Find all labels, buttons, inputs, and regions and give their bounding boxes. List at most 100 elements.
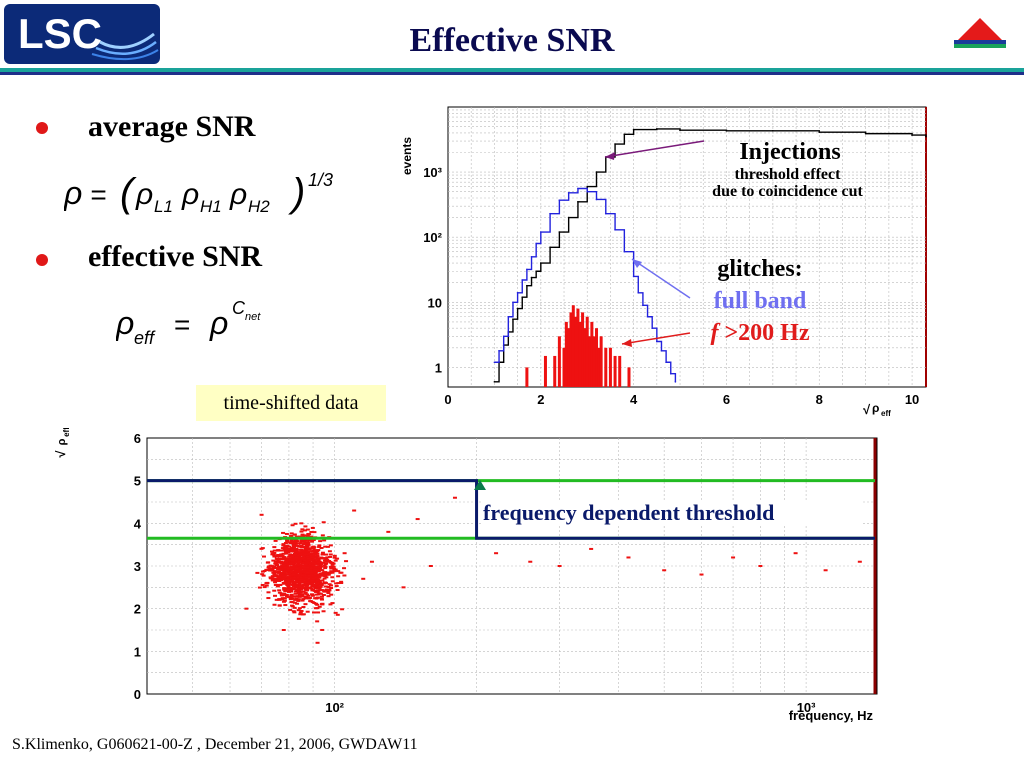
glitch-point: [300, 595, 305, 598]
glitch-point: [290, 524, 295, 527]
glitch-point: [320, 628, 325, 631]
glitch-point: [286, 567, 291, 570]
glitch-point: [325, 556, 330, 559]
glitch-point: [315, 607, 320, 610]
glitch-point: [329, 586, 334, 589]
y-tick-label: 0: [134, 687, 141, 702]
glitch-point: [298, 556, 303, 559]
glitch-point: [306, 594, 311, 597]
glitch-point: [270, 550, 275, 553]
glitch-point: [313, 556, 318, 559]
glitch-point: [289, 570, 294, 573]
series-point: [646, 315, 649, 318]
glitch-point: [401, 586, 406, 589]
svg-text:C: C: [232, 298, 246, 318]
glitch-point: [452, 496, 457, 499]
glitch-point: [266, 597, 271, 600]
series-point: [586, 190, 589, 193]
glitch-point: [328, 553, 333, 556]
glitch-point: [316, 566, 321, 569]
glitch-point: [319, 547, 324, 550]
glitch-point: [281, 543, 286, 546]
glitch-point: [276, 579, 281, 582]
glitch-point: [307, 596, 312, 599]
glitch-point: [284, 547, 289, 550]
glitch-point: [310, 593, 315, 596]
glitch-bar-f200: [567, 328, 571, 387]
f200-arrowhead: [622, 339, 632, 347]
glitch-point: [264, 584, 269, 587]
glitch-point: [314, 576, 319, 579]
glitch-point: [284, 532, 289, 535]
glitch-point: [296, 542, 301, 545]
series-point: [540, 262, 542, 264]
glitch-point: [304, 589, 309, 592]
glitch-point: [310, 556, 315, 559]
glitch-point: [291, 544, 296, 547]
glitch-point: [295, 559, 300, 562]
glitch-point: [308, 563, 313, 566]
glitch-point: [303, 562, 308, 565]
glitch-point: [285, 540, 290, 543]
glitch-point: [322, 564, 327, 567]
glitch-point: [302, 543, 307, 546]
glitch-point: [292, 564, 297, 567]
glitch-bar-f200: [583, 328, 587, 387]
series-point: [535, 242, 537, 245]
footer-citation: S.Klimenko, G060621-00-Z , December 21, …: [12, 736, 418, 753]
glitch-point: [319, 589, 324, 592]
glitch-point: [293, 592, 298, 595]
glitch-point: [731, 556, 736, 559]
glitch-point: [297, 553, 302, 556]
glitch-point: [262, 586, 267, 589]
glitch-point: [260, 547, 265, 550]
glitch-point: [313, 568, 318, 571]
glitch-point: [290, 579, 295, 582]
glitch-point: [290, 555, 295, 558]
glitch-point: [334, 585, 339, 588]
x-tick-label: 10: [905, 392, 919, 407]
glitch-point: [320, 551, 325, 554]
glitch-point: [320, 553, 325, 556]
glitch-point: [282, 588, 287, 591]
glitch-point: [324, 588, 329, 591]
glitch-point: [278, 573, 283, 576]
glitch-point: [307, 533, 312, 536]
glitch-point: [296, 590, 301, 593]
glitch-point: [319, 572, 324, 575]
glitch-point: [281, 567, 286, 570]
glitch-point: [282, 582, 287, 585]
glitch-point: [292, 601, 297, 604]
full-band-series: [494, 187, 677, 382]
glitch-point: [281, 593, 286, 596]
glitch-point: [273, 567, 278, 570]
series-point: [642, 304, 644, 307]
glitch-point: [316, 563, 321, 566]
series-point: [632, 128, 635, 131]
glitch-point: [319, 565, 324, 568]
glitch-point: [303, 559, 308, 562]
glitch-point: [284, 564, 289, 567]
glitch-point: [299, 530, 304, 533]
glitch-point: [309, 571, 314, 574]
glitch-point: [292, 606, 297, 609]
glitch-point: [321, 573, 326, 576]
glitch-point: [306, 559, 311, 562]
svg-text:eff: eff: [134, 328, 156, 348]
series-point: [526, 268, 528, 271]
svg-text:L1: L1: [154, 197, 173, 216]
glitch-point: [305, 547, 310, 550]
glitch-point: [274, 598, 279, 601]
glitch-point: [272, 549, 277, 552]
glitch-point: [274, 584, 279, 587]
glitch-point: [315, 641, 320, 644]
glitch-bar-f200: [578, 321, 582, 387]
series-point: [651, 327, 653, 330]
svg-text:ρ: ρ: [64, 175, 82, 211]
glitch-point: [296, 617, 301, 620]
glitch-point: [300, 599, 305, 602]
glitch-point: [270, 579, 275, 582]
glitch-point: [329, 570, 334, 573]
glitch-point: [319, 582, 324, 585]
x-axis-label: √ ρ eff: [863, 401, 891, 418]
